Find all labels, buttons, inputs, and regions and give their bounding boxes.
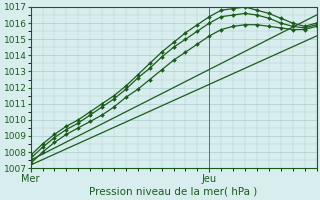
X-axis label: Pression niveau de la mer( hPa ): Pression niveau de la mer( hPa ) xyxy=(90,187,258,197)
